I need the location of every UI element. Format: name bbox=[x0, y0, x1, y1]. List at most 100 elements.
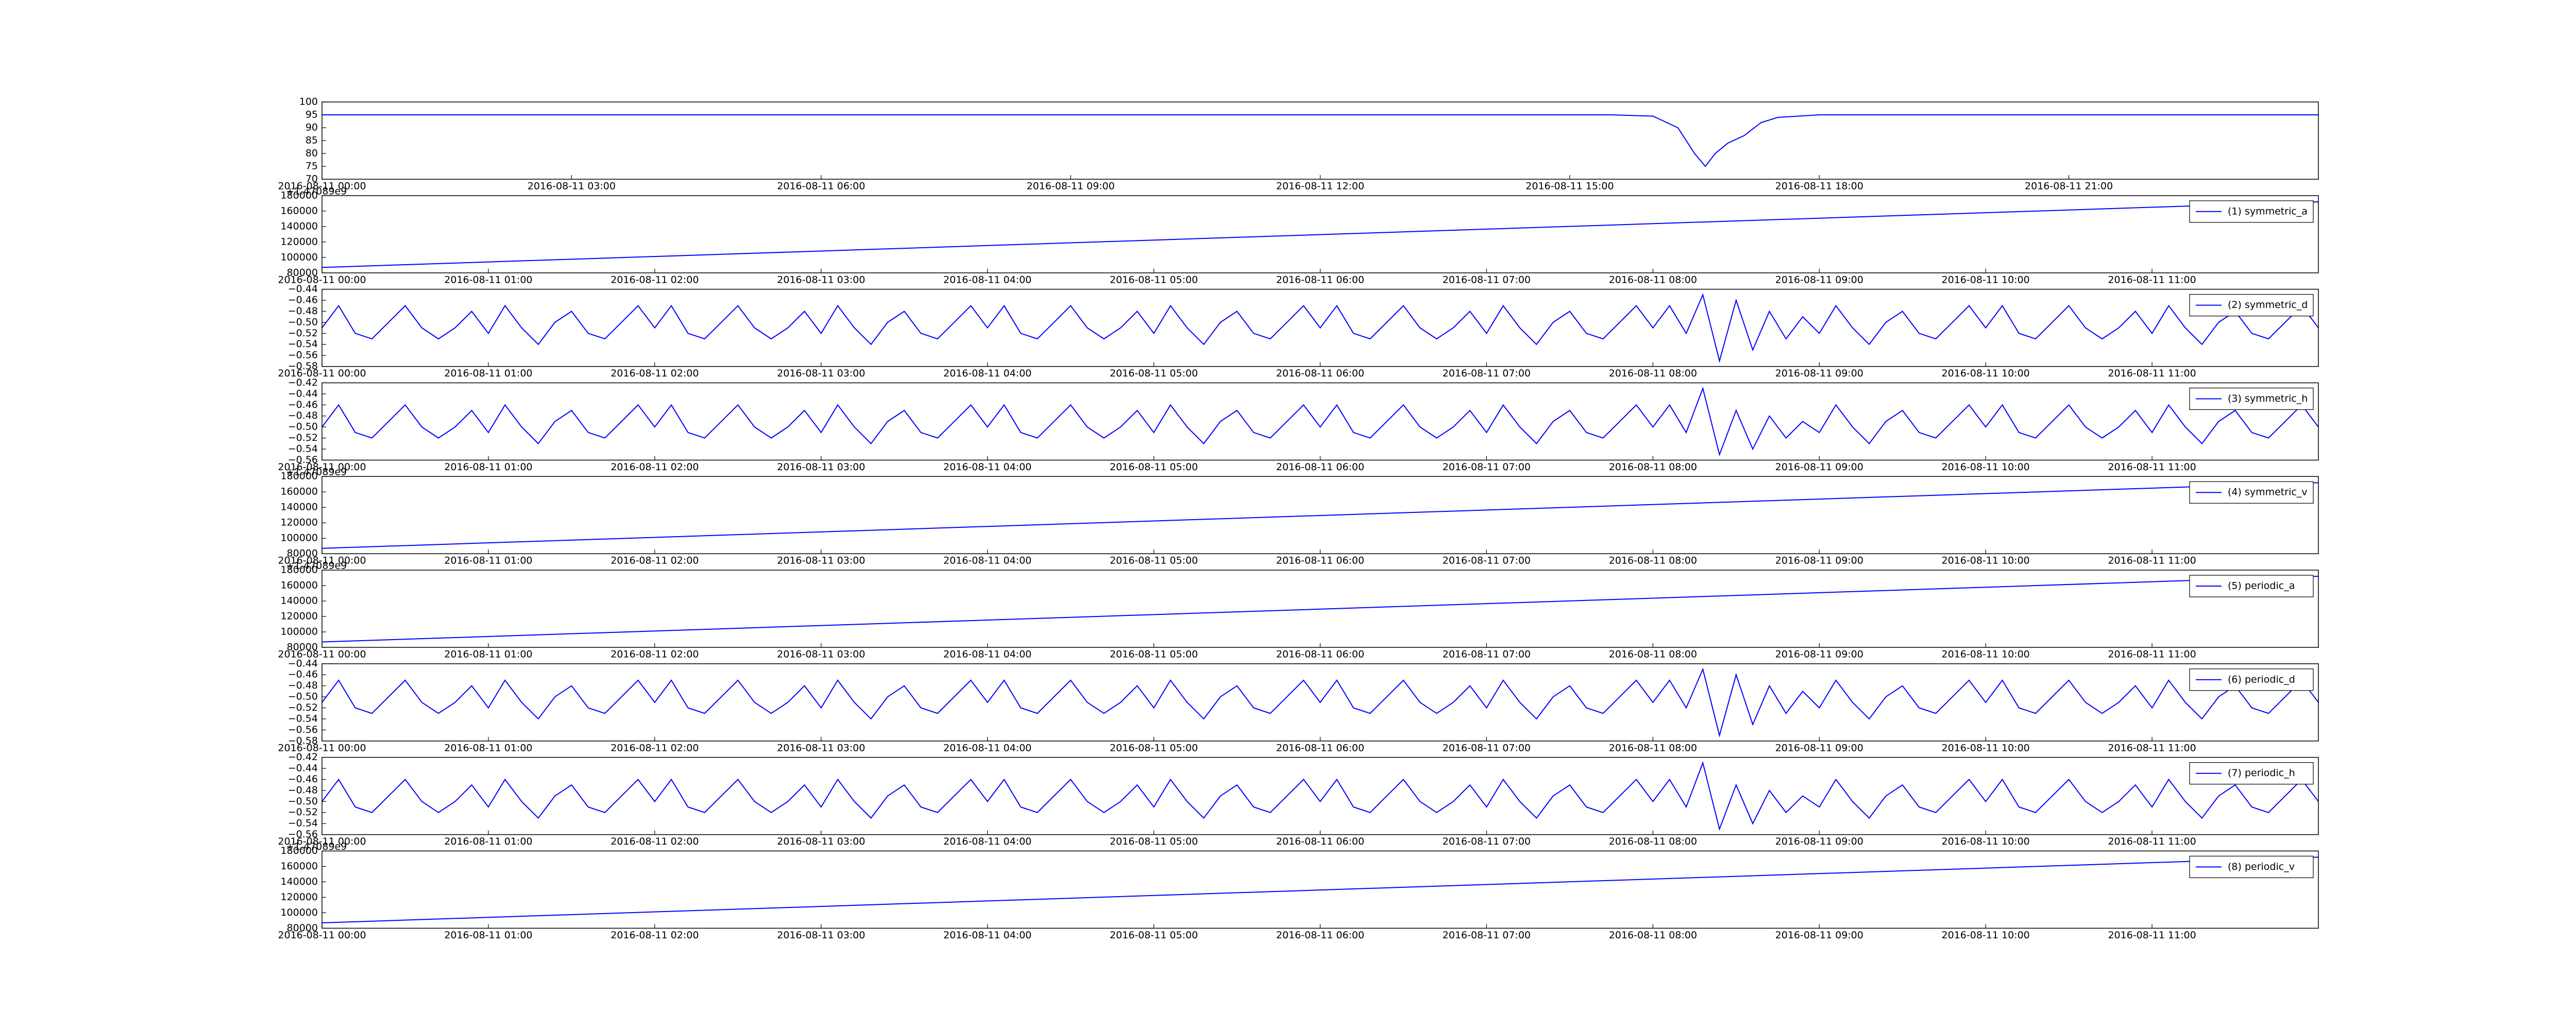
x-tick-label: 2016-08-11 11:00 bbox=[2108, 555, 2196, 566]
x-tick-label: 2016-08-11 09:00 bbox=[1775, 930, 1863, 941]
axes-frame bbox=[321, 195, 2319, 273]
x-tick-label: 2016-08-11 15:00 bbox=[1526, 181, 1614, 192]
x-tick-label: 2016-08-11 02:00 bbox=[611, 649, 699, 660]
x-tick-label: 2016-08-11 09:00 bbox=[1775, 649, 1863, 660]
x-tick-label: 2016-08-11 11:00 bbox=[2108, 368, 2196, 379]
x-tick-label: 2016-08-11 11:00 bbox=[2108, 836, 2196, 847]
y-tick-label: −0.48 bbox=[288, 410, 318, 421]
x-tick-label: 2016-08-11 09:00 bbox=[1775, 461, 1863, 473]
x-tick-label: 2016-08-11 05:00 bbox=[1110, 930, 1198, 941]
y-tick-label: 160000 bbox=[280, 580, 318, 591]
y-tick-label: 180000 bbox=[280, 190, 318, 201]
offset-text: +1.47089e9 bbox=[286, 841, 347, 852]
x-tick-label: 2016-08-11 07:00 bbox=[1443, 555, 1531, 566]
x-tick-label: 2016-08-11 01:00 bbox=[444, 274, 532, 285]
y-tick-label: 100000 bbox=[280, 251, 318, 263]
x-tick-label: 2016-08-11 04:00 bbox=[943, 649, 1031, 660]
x-tick-label: 2016-08-11 08:00 bbox=[1609, 368, 1697, 379]
y-tick-label: 95 bbox=[306, 109, 318, 121]
x-tick-label: 2016-08-11 04:00 bbox=[943, 930, 1031, 941]
x-tick-label: 2016-08-11 07:00 bbox=[1443, 274, 1531, 285]
y-tick-label: −0.54 bbox=[288, 713, 318, 724]
x-tick-label: 2016-08-11 05:00 bbox=[1110, 274, 1198, 285]
x-tick-label: 2016-08-11 07:00 bbox=[1443, 930, 1531, 941]
offset-text: +1.47089e9 bbox=[286, 467, 347, 478]
x-tick-label: 2016-08-11 03:00 bbox=[777, 368, 865, 379]
x-tick-label: 2016-08-11 03:00 bbox=[777, 930, 865, 941]
data-line bbox=[321, 576, 2319, 643]
x-tick-label: 2016-08-11 11:00 bbox=[2108, 742, 2196, 753]
y-tick-label: 140000 bbox=[280, 502, 318, 513]
y-tick-label: −0.52 bbox=[288, 702, 318, 713]
x-tick-label: 2016-08-11 06:00 bbox=[1276, 368, 1364, 379]
y-tick-label: 160000 bbox=[280, 861, 318, 872]
x-tick-label: 2016-08-11 04:00 bbox=[943, 555, 1031, 566]
y-tick-label: −0.58 bbox=[288, 735, 318, 746]
x-tick-label: 2016-08-11 06:00 bbox=[1276, 555, 1364, 566]
x-tick-label: 2016-08-11 11:00 bbox=[2108, 274, 2196, 285]
y-tick-label: −0.50 bbox=[288, 691, 318, 702]
data-line bbox=[321, 667, 2319, 738]
x-tick-label: 2016-08-11 05:00 bbox=[1110, 461, 1198, 473]
x-tick-label: 2016-08-11 04:00 bbox=[943, 836, 1031, 847]
x-tick-label: 2016-08-11 04:00 bbox=[943, 742, 1031, 753]
x-tick-label: 2016-08-11 08:00 bbox=[1609, 555, 1697, 566]
x-tick-label: 2016-08-11 03:00 bbox=[777, 555, 865, 566]
y-tick-label: −0.44 bbox=[288, 388, 318, 399]
x-tick-label: 2016-08-11 21:00 bbox=[2025, 181, 2113, 192]
data-line bbox=[321, 482, 2319, 549]
x-tick-label: 2016-08-11 04:00 bbox=[943, 368, 1031, 379]
y-tick-label: −0.48 bbox=[288, 305, 318, 317]
y-tick-label: −0.46 bbox=[288, 774, 318, 785]
y-tick-label: −0.48 bbox=[288, 680, 318, 691]
x-tick-label: 2016-08-11 06:00 bbox=[1276, 649, 1364, 660]
axes-frame bbox=[321, 288, 2319, 367]
axes-frame bbox=[321, 663, 2319, 742]
y-tick-label: −0.46 bbox=[288, 399, 318, 410]
y-tick-label: −0.42 bbox=[288, 377, 318, 388]
legend-label: (8) periodic_v bbox=[2228, 861, 2295, 872]
x-tick-label: 2016-08-11 07:00 bbox=[1443, 742, 1531, 753]
x-tick-label: 2016-08-11 08:00 bbox=[1609, 461, 1697, 473]
x-tick-label: 2016-08-11 09:00 bbox=[1775, 742, 1863, 753]
y-tick-label: −0.56 bbox=[288, 829, 318, 840]
x-tick-label: 2016-08-11 00:00 bbox=[278, 836, 366, 847]
x-tick-label: 2016-08-11 01:00 bbox=[444, 649, 532, 660]
x-tick-label: 2016-08-11 05:00 bbox=[1110, 836, 1198, 847]
legend-label: (2) symmetric_d bbox=[2228, 299, 2308, 311]
y-tick-label: −0.56 bbox=[288, 350, 318, 361]
x-tick-label: 2016-08-11 06:00 bbox=[1276, 836, 1364, 847]
x-tick-label: 2016-08-11 11:00 bbox=[2108, 649, 2196, 660]
x-tick-label: 2016-08-11 03:00 bbox=[777, 836, 865, 847]
x-tick-label: 2016-08-11 03:00 bbox=[777, 649, 865, 660]
y-tick-label: 100000 bbox=[280, 533, 318, 544]
y-tick-label: −0.44 bbox=[288, 283, 318, 295]
x-tick-label: 2016-08-11 00:00 bbox=[278, 181, 366, 192]
y-tick-label: −0.42 bbox=[288, 751, 318, 763]
y-tick-label: 120000 bbox=[280, 236, 318, 247]
y-tick-label: 120000 bbox=[280, 611, 318, 622]
x-tick-label: 2016-08-11 09:00 bbox=[1775, 368, 1863, 379]
x-tick-label: 2016-08-11 06:00 bbox=[1276, 274, 1364, 285]
y-tick-label: −0.54 bbox=[288, 338, 318, 350]
y-tick-label: 70 bbox=[306, 174, 318, 185]
x-tick-label: 2016-08-11 03:00 bbox=[777, 274, 865, 285]
x-tick-label: 2016-08-11 02:00 bbox=[611, 555, 699, 566]
y-tick-label: −0.50 bbox=[288, 796, 318, 807]
legend-label: (6) periodic_d bbox=[2228, 674, 2295, 685]
x-tick-label: 2016-08-11 02:00 bbox=[611, 461, 699, 473]
x-tick-label: 2016-08-11 02:00 bbox=[611, 368, 699, 379]
y-tick-label: 140000 bbox=[280, 220, 318, 232]
x-tick-label: 2016-08-11 10:00 bbox=[1942, 274, 2030, 285]
x-tick-label: 2016-08-11 10:00 bbox=[1942, 368, 2030, 379]
y-tick-label: 180000 bbox=[280, 471, 318, 482]
y-tick-label: 160000 bbox=[280, 205, 318, 216]
x-tick-label: 2016-08-11 07:00 bbox=[1443, 836, 1531, 847]
x-tick-label: 2016-08-11 05:00 bbox=[1110, 649, 1198, 660]
data-line bbox=[321, 386, 2319, 457]
y-tick-label: 90 bbox=[306, 122, 318, 133]
x-tick-label: 2016-08-11 08:00 bbox=[1609, 649, 1697, 660]
x-tick-label: 2016-08-11 05:00 bbox=[1110, 555, 1198, 566]
x-tick-label: 2016-08-11 02:00 bbox=[611, 274, 699, 285]
